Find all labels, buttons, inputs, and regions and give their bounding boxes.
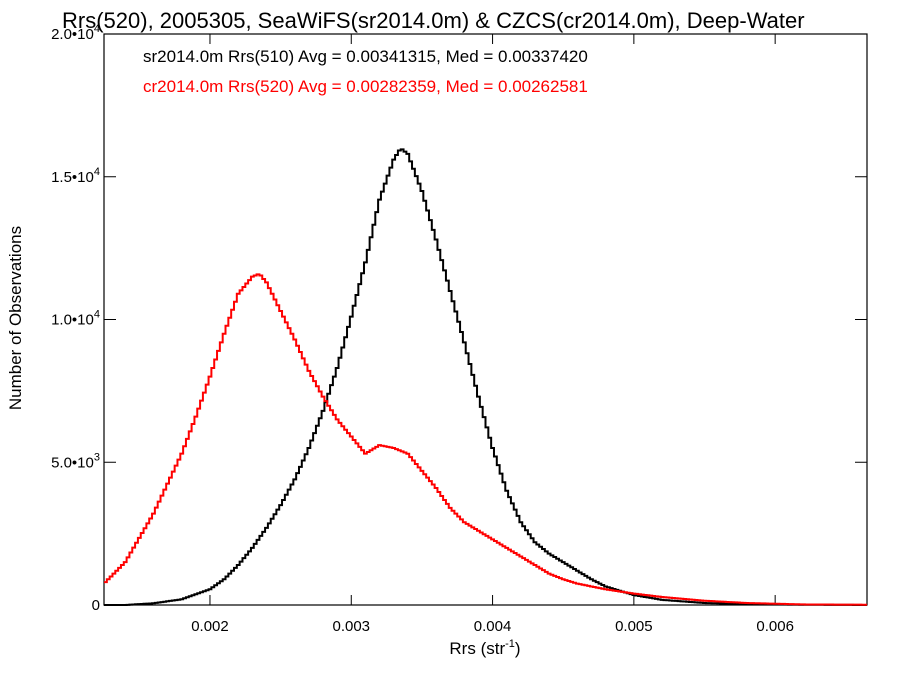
x-tick-label: 0.004 [474,618,512,635]
x-tick-label: 0.006 [756,618,794,635]
x-tick-label: 0.003 [332,618,370,635]
legend-entry-1: sr2014.0m Rrs(510) Avg = 0.00341315, Med… [143,47,588,66]
y-tick-label: 1.5•104 [51,166,100,186]
y-tick-label: 5.0•103 [51,451,100,471]
x-tick-label: 0.002 [191,618,229,635]
x-axis-label-exponent: -1 [505,638,515,650]
y-tick-mantissa: 1.0•10 [51,312,94,329]
y-tick-exponent: 3 [94,451,100,463]
y-tick-mantissa: 2.0•10 [51,26,94,43]
x-axis-ticks: 0.002 0.003 0.004 0.005 0.006 [191,34,794,635]
y-tick-mantissa: 5.0•10 [51,454,94,471]
y-tick-exponent: 4 [94,166,100,178]
x-axis-label: Rrs (str-1) [449,638,520,658]
y-tick-mantissa: 1.5•10 [51,169,94,186]
y-tick-label: 0 [92,597,100,614]
y-axis-label: Number of Observations [6,226,25,410]
x-axis-label-suffix: ) [515,639,521,658]
plot-frame [103,33,868,606]
series-line-2 [104,273,867,606]
chart-title: Rrs(520), 2005305, SeaWiFS(sr2014.0m) & … [62,8,805,33]
x-axis-label-main: Rrs (str [449,639,505,658]
x-tick-label: 0.005 [615,618,653,635]
y-tick-label: 2.0•104 [51,23,100,43]
legend-entry-2: cr2014.0m Rrs(520) Avg = 0.00282359, Med… [143,77,588,96]
y-tick-exponent: 4 [94,23,100,35]
y-tick-label: 1.0•104 [51,309,100,329]
y-tick-mantissa: 0 [92,597,100,614]
series-group [104,148,867,606]
y-tick-exponent: 4 [94,309,100,321]
series-line-1 [104,148,867,606]
